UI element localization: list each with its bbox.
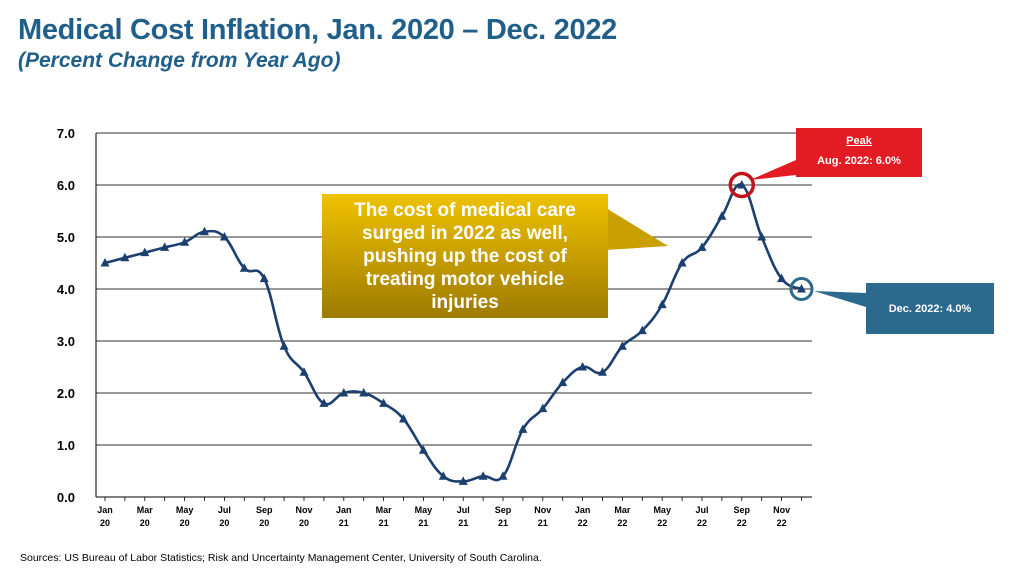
peak-pointer [750,160,796,180]
data-point-marker [379,398,389,407]
data-point-marker [617,341,627,350]
data-point-marker [140,247,150,257]
peak-value: Aug. 2022: 6.0% [817,155,901,167]
data-point-marker [359,388,369,397]
x-tick-label: 21 [418,518,428,528]
source-note: Sources: US Bureau of Labor Statistics; … [20,552,542,564]
data-point-marker [677,258,687,267]
x-tick-label: Nov [295,505,312,515]
x-tick-label: 20 [180,518,190,528]
data-point-marker [259,273,269,283]
x-tick-label: Nov [534,505,551,515]
x-tick-label: Sep [734,505,751,515]
data-point-marker [598,367,607,376]
chart-subtitle: (Percent Change from Year Ago) [18,49,341,72]
x-tick-label: Mar [614,505,631,515]
dec-highlight-ring [789,277,814,301]
x-tick-label: 21 [538,518,548,528]
x-tick-label: Mar [137,505,154,515]
x-tick-label: 21 [339,518,349,528]
data-point-marker [478,471,488,480]
data-point-marker [777,273,787,283]
dec-annotation: Dec. 2022: 4.0% [866,283,994,334]
x-tick-label: 22 [578,518,588,528]
x-tick-label: Jul [695,505,708,515]
x-tick-label: 22 [697,518,707,528]
x-tick-label: Jan [575,505,591,515]
data-point-marker [578,362,588,371]
chart-title: Medical Cost Inflation, Jan. 2020 – Dec.… [18,14,617,46]
data-point-marker [518,424,528,433]
dec-pointer [814,291,866,307]
data-point-marker [717,211,727,220]
x-tick-label: Mar [376,505,393,515]
x-tick-label: Sep [495,505,512,515]
x-tick-label: 21 [458,518,468,528]
data-point-marker [657,299,667,309]
x-tick-label: 20 [259,518,269,528]
data-point-marker [757,232,767,241]
y-tick-label: 5.0 [57,230,75,245]
data-point-marker [160,242,170,251]
data-point-marker [558,377,568,387]
x-tick-label: 22 [737,518,747,528]
data-point-marker [458,476,468,485]
x-tick-label: Jul [218,505,231,515]
data-point-marker [797,284,806,293]
y-tick-label: 0.0 [57,490,75,505]
x-tick-label: 20 [140,518,150,528]
x-tick-label: 20 [100,518,110,528]
data-point-marker [538,403,548,413]
y-tick-label: 3.0 [57,334,75,349]
data-point-marker [299,367,309,376]
series-markers [100,180,806,485]
x-tick-label: 22 [617,518,627,528]
y-axis-ticks: 0.0 1.0 2.0 3.0 4.0 5.0 6.0 7.0 [57,126,75,505]
data-point-marker [737,180,747,189]
y-tick-label: 6.0 [57,178,75,193]
x-axis-ticks: Jan 20 Mar 20 May 20 Jul 20 Sep 20 Nov 20 Jan 21 Mar 21… [97,497,802,528]
data-point-marker [279,341,289,350]
x-tick-label: 22 [777,518,787,528]
x-tick-label: Sep [256,505,273,515]
x-tick-label: Nov [773,505,790,515]
x-tick-label: Jan [336,505,352,515]
y-tick-label: 7.0 [57,126,75,141]
data-point-marker [339,388,349,397]
x-tick-label: 21 [379,518,389,528]
x-tick-label: May [415,505,433,515]
dec-value: Dec. 2022: 4.0% [888,302,972,315]
callout-pointer [606,208,668,250]
data-point-marker [200,226,209,236]
x-tick-label: 21 [498,518,508,528]
callout-connectors [606,160,866,307]
data-point-marker [637,325,647,335]
data-point-marker [498,471,508,480]
data-point-marker [319,398,329,407]
x-tick-label: 20 [219,518,229,528]
x-tick-label: Jul [457,505,470,515]
x-tick-label: Jan [97,505,113,515]
data-point-marker [120,252,130,262]
data-point-marker [399,414,408,423]
data-point-marker [219,232,229,241]
x-tick-label: May [176,505,194,515]
data-point-marker [100,258,110,267]
peak-annotation: Peak Aug. 2022: 6.0% [796,128,922,177]
data-point-marker [418,445,428,454]
x-tick-label: May [653,505,671,515]
data-point-marker [239,263,249,272]
data-point-marker [697,242,707,251]
y-tick-label: 2.0 [57,386,75,401]
callout-box: The cost of medical care surged in 2022 … [322,194,608,318]
x-tick-label: 22 [657,518,667,528]
data-point-marker [438,471,448,480]
y-tick-label: 4.0 [57,282,75,297]
peak-highlight-ring [728,171,756,199]
y-tick-label: 1.0 [57,438,75,453]
data-point-marker [180,237,190,246]
x-tick-label: 20 [299,518,309,528]
peak-label: Peak [846,135,872,147]
